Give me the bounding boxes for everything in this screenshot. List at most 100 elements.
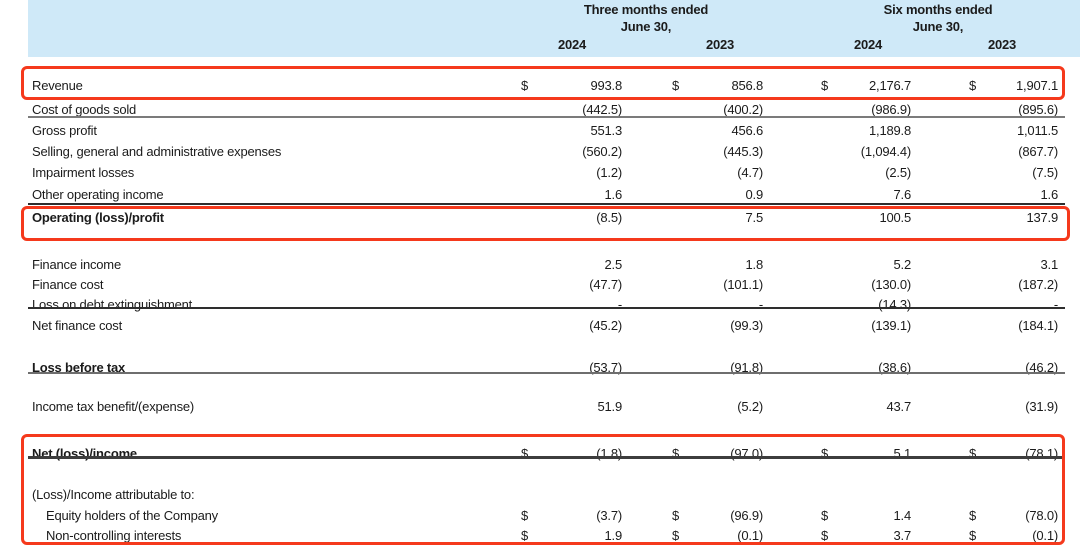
row-label: (Loss)/Income attributable to: — [32, 487, 195, 502]
row-label: Finance cost — [32, 276, 104, 292]
table-row-gross-profit: Gross profit 551.3 456.6 1,189.8 1,011.5 — [0, 119, 1080, 141]
table-row-net-income: Net (loss)/income $ (1.8) $ (97.0) $ 5.1… — [0, 442, 1080, 464]
value-cell: 0.9 — [745, 186, 764, 202]
value-cell: (8.5) — [596, 209, 622, 225]
value-cell: (445.3) — [723, 144, 763, 159]
value-cell: (47.7) — [589, 276, 622, 292]
table-row-equity-holders: Equity holders of the Company $ (3.7) $ … — [0, 505, 1080, 525]
value-cell: 3.1 — [1040, 256, 1059, 272]
table-row-loss-before-tax: Loss before tax (53.7) (91.8) (38.6) (46… — [0, 356, 1080, 379]
value-cell: (4.7) — [737, 165, 763, 180]
value-cell: (78.1) — [1025, 445, 1058, 461]
value-cell: (1.2) — [596, 165, 622, 180]
row-label: Selling, general and administrative expe… — [32, 144, 282, 159]
value-cell: 551.3 — [590, 122, 622, 138]
value-cell: (895.6) — [1018, 102, 1058, 117]
dollar-sign: $ — [821, 77, 829, 93]
value-cell: 1.9 — [604, 527, 623, 543]
value-cell: (14.3) — [878, 296, 911, 312]
value-cell: 100.5 — [879, 209, 911, 225]
value-cell: (0.1) — [1032, 527, 1058, 543]
value-cell: (2.5) — [885, 165, 911, 180]
row-label: Net finance cost — [32, 317, 123, 333]
dollar-sign: $ — [969, 527, 977, 543]
value-cell: 2,176.7 — [869, 77, 911, 93]
table-row-debt-extinguishment: Loss on debt extinguishment - - (14.3) - — [0, 294, 1080, 314]
value-cell: 5.1 — [893, 445, 912, 461]
value-cell: (1,094.4) — [860, 144, 911, 159]
value-cell: (560.2) — [582, 144, 622, 159]
value-cell: (442.5) — [582, 102, 622, 117]
dollar-sign: $ — [521, 445, 529, 461]
value-cell: (46.2) — [1025, 360, 1058, 375]
row-label: Non-controlling interests — [46, 527, 182, 543]
row-label: Income tax benefit/(expense) — [32, 399, 195, 414]
value-cell: (187.2) — [1018, 276, 1058, 292]
value-cell: (31.9) — [1025, 399, 1058, 414]
three-months-subheader: June 30, — [620, 19, 672, 34]
value-cell: 456.6 — [731, 122, 763, 138]
table-row-operating-profit: Operating (loss)/profit (8.5) 7.5 100.5 … — [0, 205, 1080, 229]
value-cell: 2.5 — [604, 256, 623, 272]
table-row-impairment: Impairment losses (1.2) (4.7) (2.5) (7.5… — [0, 162, 1080, 183]
value-cell: 1.8 — [745, 256, 764, 272]
value-cell: 7.6 — [893, 186, 912, 202]
row-label: Other operating income — [32, 186, 164, 202]
dollar-sign: $ — [521, 527, 529, 543]
value-cell: 1.6 — [604, 186, 623, 202]
six-months-header: Six months ended — [883, 2, 993, 17]
dollar-sign: $ — [969, 445, 977, 461]
value-cell: (5.2) — [737, 399, 763, 414]
value-cell: 1.4 — [893, 507, 912, 523]
value-cell: (97.0) — [730, 445, 763, 461]
value-cell: 7.5 — [745, 209, 764, 225]
table-row-sga: Selling, general and administrative expe… — [0, 141, 1080, 162]
table-row-revenue: Revenue $ 993.8 $ 856.8 $ 2,176.7 $ 1,90… — [0, 70, 1080, 100]
column-header-year: 2024 — [557, 37, 587, 52]
column-header-year: 2023 — [987, 37, 1017, 52]
value-cell: (96.9) — [730, 507, 763, 523]
table-row-cogs: Cost of goods sold (442.5) (400.2) (986.… — [0, 100, 1080, 119]
value-cell: 3.7 — [893, 527, 912, 543]
value-cell: 1,011.5 — [1016, 122, 1058, 138]
value-cell: - — [1053, 296, 1058, 312]
column-header-year: 2023 — [705, 37, 735, 52]
dollar-sign: $ — [672, 507, 680, 523]
dollar-sign: $ — [672, 445, 680, 461]
income-statement-table: Revenue $ 993.8 $ 856.8 $ 2,176.7 $ 1,90… — [0, 58, 1080, 545]
three-months-header: Three months ended — [583, 2, 709, 17]
dollar-sign: $ — [821, 507, 829, 523]
value-cell: (184.1) — [1018, 317, 1058, 333]
table-row-net-finance-cost: Net finance cost (45.2) (99.3) (139.1) (… — [0, 314, 1080, 336]
value-cell: 137.9 — [1026, 209, 1058, 225]
dollar-sign: $ — [672, 527, 680, 543]
row-label: Loss on debt extinguishment — [32, 296, 193, 312]
value-cell: (986.9) — [871, 102, 911, 117]
value-cell: (0.1) — [737, 527, 763, 543]
value-cell: (3.7) — [596, 507, 622, 523]
table-row-finance-income: Finance income 2.5 1.8 5.2 3.1 — [0, 254, 1080, 274]
value-cell: (867.7) — [1018, 144, 1058, 159]
value-cell: (1.8) — [596, 445, 622, 461]
value-cell: - — [617, 296, 622, 312]
value-cell: (400.2) — [723, 102, 763, 117]
dollar-sign: $ — [821, 527, 829, 543]
value-cell: (45.2) — [589, 317, 622, 333]
value-cell: 856.8 — [731, 77, 763, 93]
table-row-other-income: Other operating income 1.6 0.9 7.6 1.6 — [0, 183, 1080, 205]
row-label: Impairment losses — [32, 165, 135, 180]
six-months-subheader: June 30, — [912, 19, 964, 34]
dollar-sign: $ — [672, 77, 680, 93]
row-label: Gross profit — [32, 122, 97, 138]
table-row-finance-cost: Finance cost (47.7) (101.1) (130.0) (187… — [0, 274, 1080, 294]
row-label: Loss before tax — [32, 360, 126, 375]
value-cell: 1,189.8 — [869, 122, 911, 138]
dollar-sign: $ — [821, 445, 829, 461]
value-cell: (139.1) — [871, 317, 911, 333]
column-header-year: 2024 — [853, 37, 883, 52]
dollar-sign: $ — [521, 507, 529, 523]
value-cell: 43.7 — [886, 399, 911, 414]
value-cell: (53.7) — [589, 360, 622, 375]
table-row-attributable: (Loss)/Income attributable to: — [0, 484, 1080, 505]
dollar-sign: $ — [969, 77, 977, 93]
